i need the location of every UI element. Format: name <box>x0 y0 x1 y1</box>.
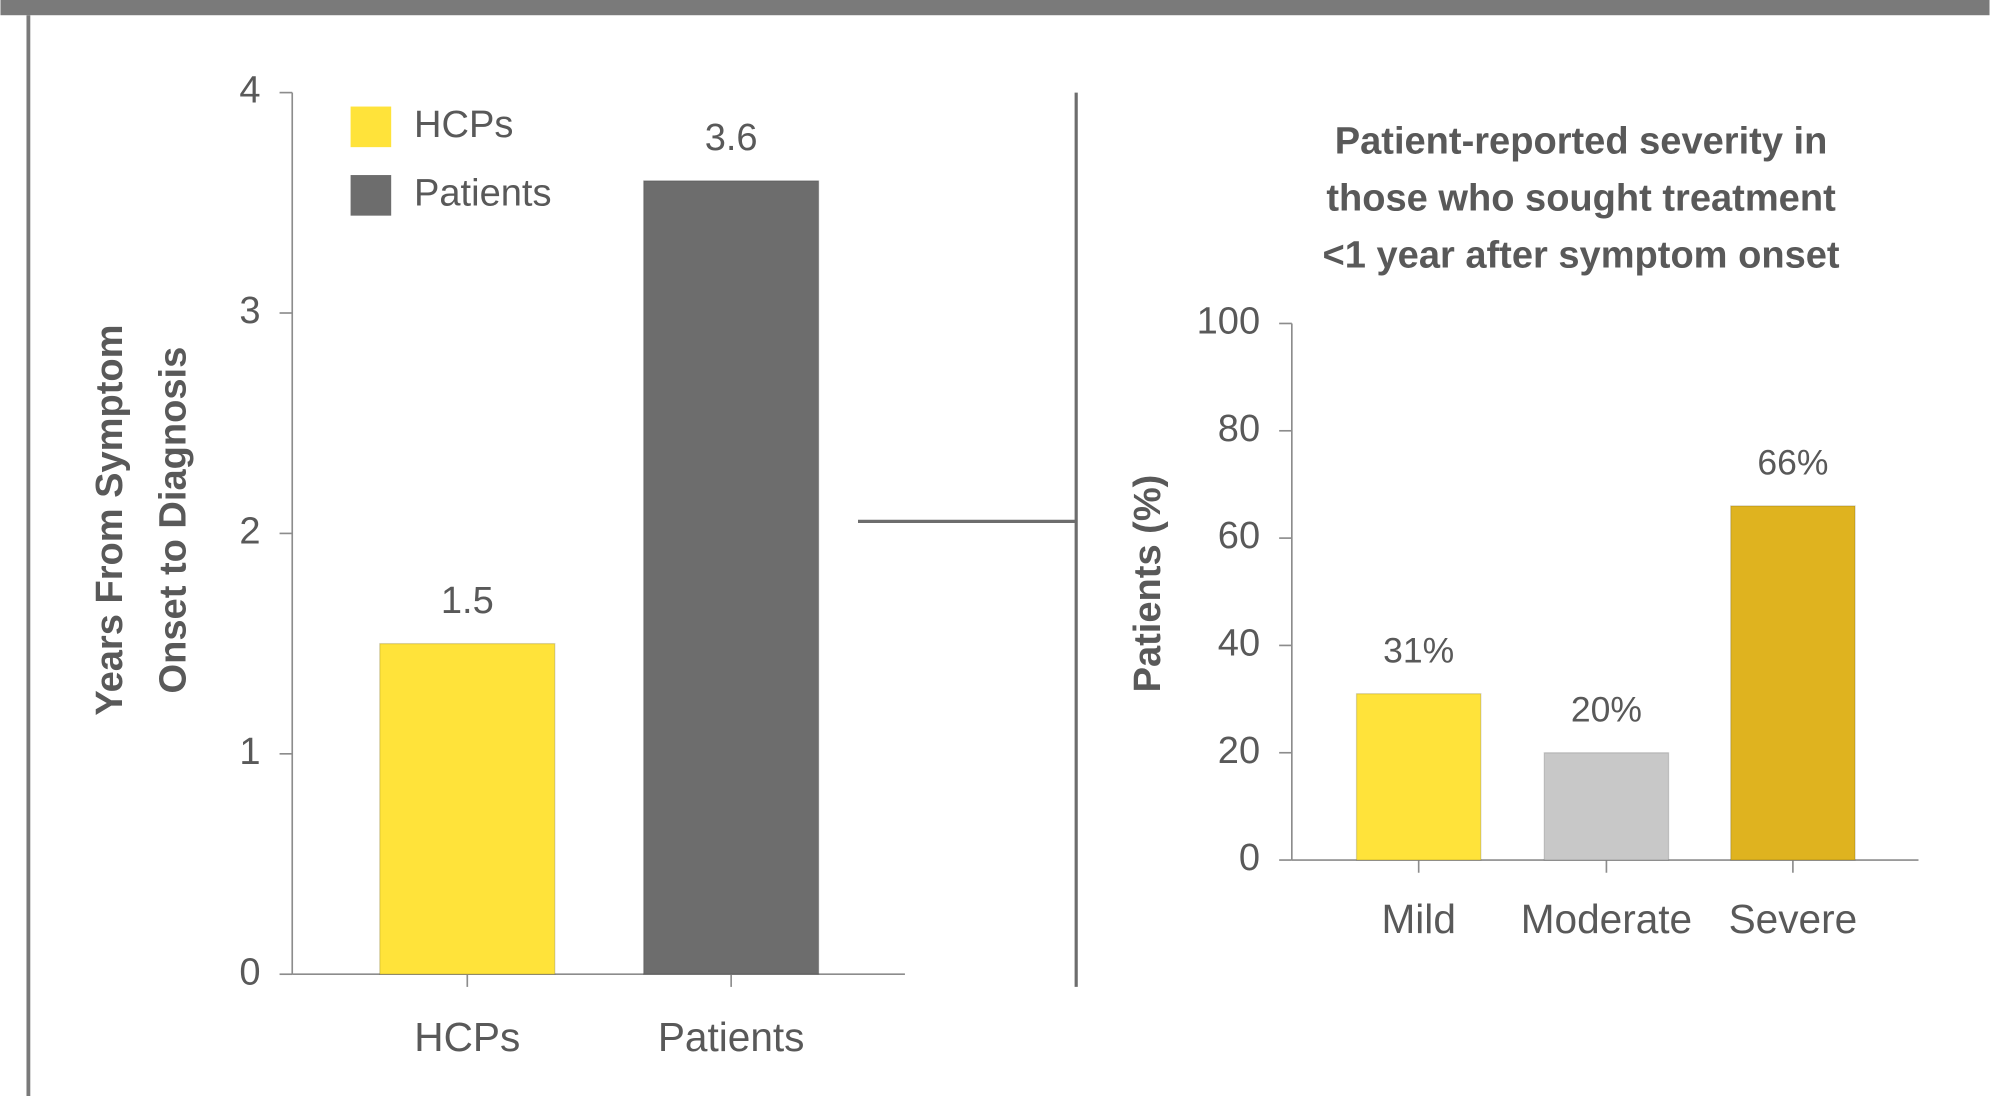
y-tick-label: 80 <box>1218 408 1260 450</box>
y-tick-label: 3 <box>239 290 260 332</box>
value-label: 1.5 <box>441 580 494 622</box>
legend-swatch <box>350 175 392 216</box>
y-axis-label: Years From Symptom <box>89 325 131 716</box>
y-tick-label: 100 <box>1197 301 1260 343</box>
x-tick-label: Severe <box>1729 896 1858 942</box>
bar <box>642 180 820 975</box>
chart-title: <1 year after symptom onset <box>1323 235 1840 277</box>
bar <box>1543 752 1670 861</box>
value-label: 20% <box>1571 690 1642 730</box>
legend-label: Patients <box>414 172 551 214</box>
x-tick-label: Mild <box>1381 896 1455 942</box>
bar <box>1730 505 1856 861</box>
x-tick-label: Moderate <box>1521 896 1692 942</box>
legend-swatch <box>350 106 392 148</box>
top-bar <box>0 0 1990 16</box>
x-tick-label: Patients <box>658 1014 805 1060</box>
chart-title: those who sought treatment <box>1326 177 1836 219</box>
y-tick-label: 0 <box>1239 837 1260 879</box>
y-tick-label: 60 <box>1218 515 1260 557</box>
y-tick-label: 1 <box>239 731 260 773</box>
bar <box>379 642 556 975</box>
bar <box>1355 693 1482 861</box>
y-tick-label: 20 <box>1218 730 1260 772</box>
value-label: 66% <box>1757 443 1828 483</box>
legend-label: HCPs <box>414 104 513 146</box>
y-axis-label: Patients (%) <box>1127 475 1169 693</box>
chart-title: Patient-reported severity in <box>1335 120 1828 162</box>
y-tick-label: 40 <box>1218 622 1260 664</box>
y-axis-label: Onset to Diagnosis <box>153 347 195 694</box>
value-label: 31% <box>1383 630 1454 670</box>
x-tick-label: HCPs <box>414 1014 520 1060</box>
value-label: 3.6 <box>705 117 758 159</box>
y-tick-label: 0 <box>239 951 260 993</box>
y-tick-label: 4 <box>239 70 260 112</box>
y-tick-label: 2 <box>239 510 260 552</box>
